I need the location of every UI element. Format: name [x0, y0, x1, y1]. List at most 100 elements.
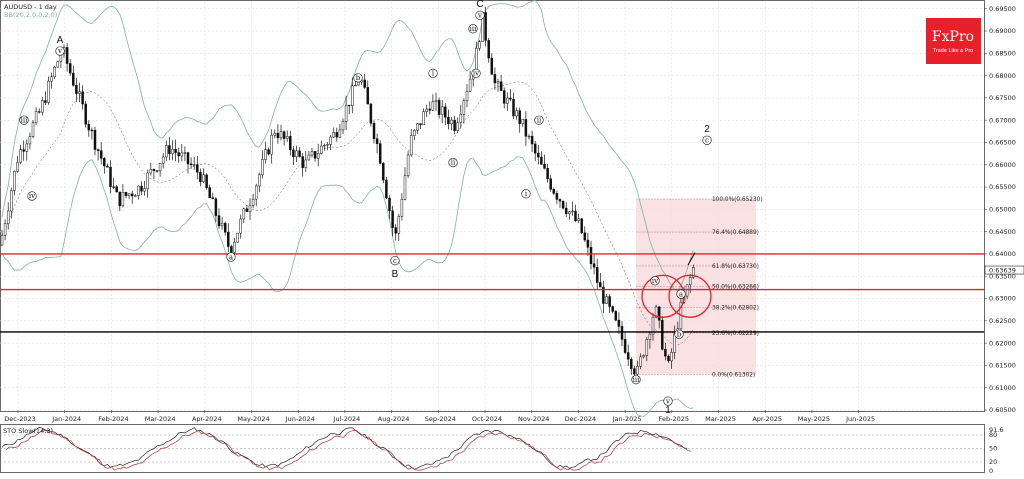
y-tick-label: 0.61000 [989, 384, 1016, 392]
wave-label-circle [27, 191, 37, 201]
x-tick-label: May-2024 [237, 415, 269, 423]
wave-label-circle [19, 115, 29, 125]
y-tick-label: 0.63000 [989, 295, 1016, 303]
candle-body [208, 187, 211, 198]
x-tick-label: Mar-2024 [145, 415, 176, 423]
candle-body [533, 143, 537, 154]
y-tick-label: 0.69500 [989, 5, 1016, 13]
logo-background [926, 18, 981, 64]
x-tick-label: Aug-2024 [378, 415, 410, 423]
candle-body [127, 193, 131, 196]
stochastic-label: STO Slow(14,3) [3, 427, 53, 435]
candle-body [623, 339, 627, 353]
fxpro-logo: FxPro Trade Like a Pro [926, 18, 981, 64]
candle-body [549, 178, 552, 190]
candle-body [202, 174, 205, 182]
wave-label: iii [633, 376, 640, 384]
candle-body [31, 122, 35, 137]
wave-label: iv [652, 277, 658, 285]
sto-level-label: 20 [989, 458, 997, 466]
candle-body [44, 100, 47, 103]
x-tick-label: Apr-2024 [192, 415, 222, 423]
wave-label-circle [702, 135, 712, 145]
candle-body [692, 267, 695, 278]
candle-body [428, 108, 432, 111]
wave-label: 2 [704, 124, 710, 135]
candle-body [115, 186, 118, 193]
candle-body [564, 207, 568, 215]
candle-body [456, 122, 459, 131]
wave-label: b [356, 74, 361, 82]
y-tick-label: 0.61500 [989, 362, 1016, 370]
candle-body [183, 152, 187, 154]
fib-level-label: 76.4%(0.64889) [712, 230, 759, 236]
candle-body [242, 208, 246, 220]
wave-label-circle [55, 46, 65, 56]
candle-body [583, 232, 587, 241]
candle-body [468, 78, 472, 92]
candle-body [230, 246, 233, 253]
candle-body [53, 66, 56, 77]
wave-label-circle [676, 289, 686, 299]
candle-body [301, 156, 304, 168]
wave-label: v [57, 47, 62, 55]
candle-body [211, 197, 215, 200]
candle-body [329, 136, 332, 145]
wave-label-circle [428, 68, 438, 78]
candle-body [264, 149, 267, 160]
candle-body [496, 81, 500, 84]
candle-body [130, 193, 134, 197]
candle-body [106, 165, 109, 168]
candle-body [199, 171, 202, 182]
wave-label-circle [534, 115, 544, 125]
candle-body [140, 185, 143, 192]
candle-body [354, 84, 357, 87]
candle-body [661, 319, 664, 350]
wave-label-circle [521, 189, 531, 199]
candle-body [493, 74, 497, 84]
candle-body [419, 123, 422, 126]
wave-label: A [57, 35, 64, 46]
x-tick-label: Jul-2024 [333, 415, 361, 423]
candle-body [453, 119, 456, 131]
candle-body [158, 162, 162, 172]
candle-body [16, 162, 19, 172]
candle-body [561, 200, 565, 209]
candle-body [413, 130, 416, 136]
sto-level-label: 0 [989, 467, 993, 474]
bollinger-label: BB(20,2.0,0,2,0) [4, 11, 57, 19]
candle-body [543, 164, 546, 169]
candle-body [65, 47, 69, 64]
wave-label-circle [448, 157, 458, 168]
x-tick-label: May-2025 [798, 415, 830, 423]
candle-body [685, 284, 689, 297]
candle-body [670, 352, 673, 362]
candle-body [261, 159, 264, 175]
candle-body [304, 159, 308, 168]
candle-body [335, 132, 339, 138]
candle-body [282, 131, 286, 139]
candle-body [394, 227, 397, 234]
wave-label: a [229, 253, 233, 261]
wave-label: B [392, 269, 399, 280]
candle-body [96, 149, 100, 151]
x-tick-label: Mar-2025 [705, 415, 736, 423]
direction-arrow [687, 252, 696, 266]
candle-body [258, 174, 261, 187]
candle-body [10, 190, 13, 212]
candle-body [444, 106, 447, 118]
candle-body [313, 151, 317, 159]
x-tick-label: Feb-2024 [98, 415, 128, 423]
x-tick-label: Dec-2024 [565, 415, 596, 423]
x-tick-label: Sep-2024 [425, 415, 456, 423]
candle-body [161, 156, 165, 164]
candle-body [75, 85, 78, 94]
candle-body [586, 239, 590, 248]
candle-body [502, 90, 506, 104]
candle-body [236, 232, 239, 243]
wave-label-circle [631, 375, 641, 385]
candle-body [363, 79, 366, 88]
candle-body [87, 123, 91, 131]
candle-body [437, 100, 441, 115]
